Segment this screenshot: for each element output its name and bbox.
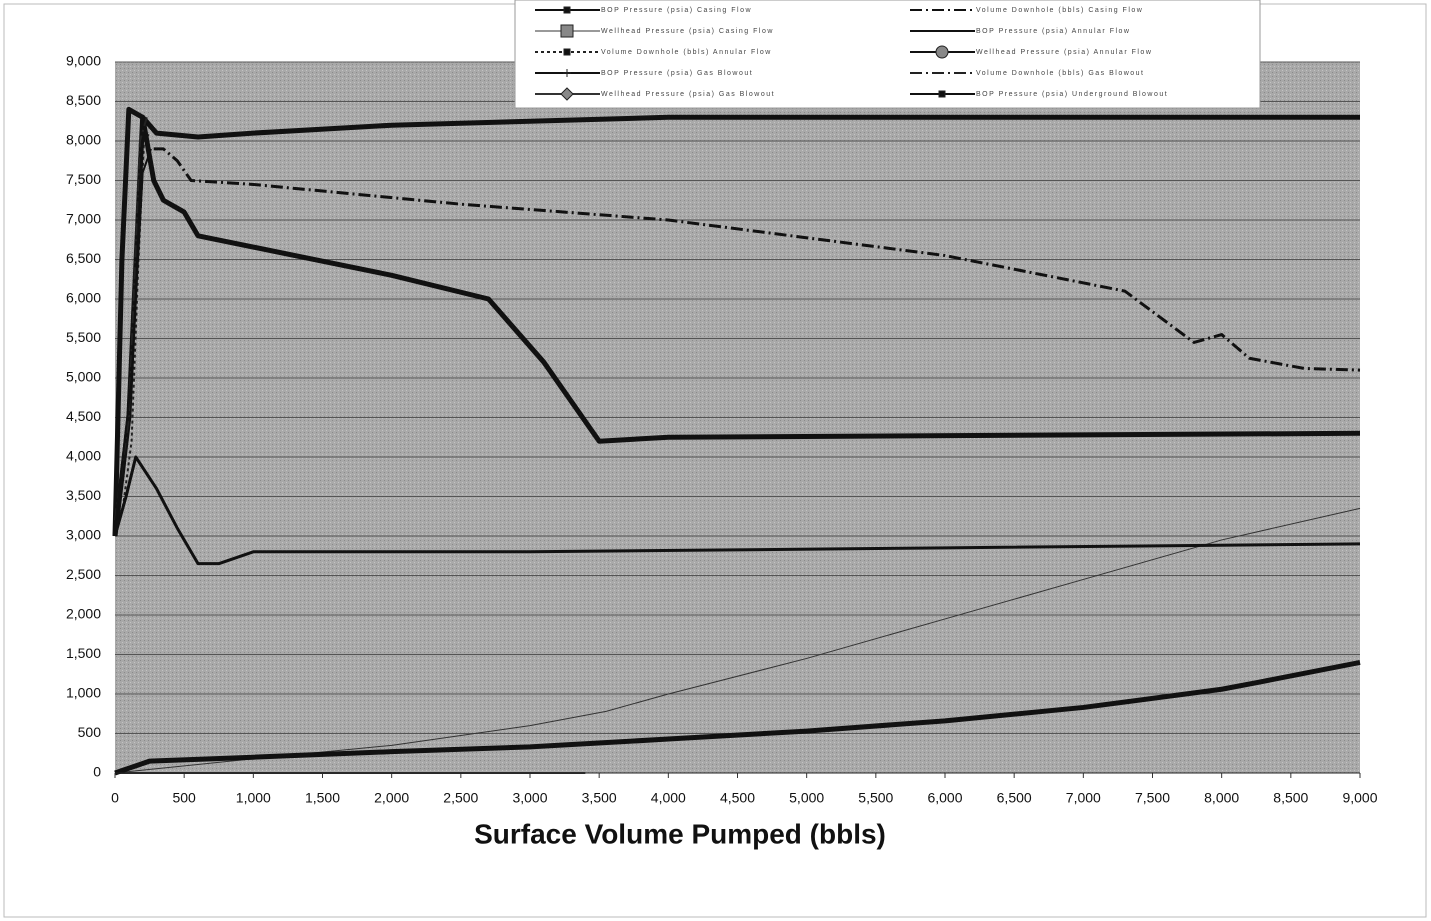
- y-tick-label: 5,500: [66, 329, 101, 345]
- legend: [514, 0, 1261, 109]
- y-tick-label: 5,000: [66, 369, 101, 385]
- marker: [560, 87, 574, 101]
- legend-label: Wellhead Pressure (psia) Gas Blowout: [601, 91, 775, 98]
- series-line: [113, 455, 1361, 566]
- x-tick-label: 6,000: [927, 790, 962, 806]
- y-tick-label: 7,500: [66, 171, 101, 187]
- series-line: [112, 114, 1361, 537]
- y-tick-label: 4,500: [66, 408, 101, 424]
- marker: [563, 6, 571, 14]
- y-tick-label: 7,000: [66, 211, 101, 227]
- x-tick-label: 6,500: [997, 790, 1032, 806]
- x-tick-label: 500: [172, 790, 196, 806]
- x-tick-label: 4,500: [720, 790, 755, 806]
- legend-label: Volume Downhole (bbls) Casing Flow: [976, 7, 1143, 14]
- x-tick-label: 0: [111, 790, 119, 806]
- marker: [563, 48, 571, 56]
- y-tick-label: 1,000: [66, 685, 101, 701]
- marker: [935, 45, 949, 59]
- legend-label: Wellhead Pressure (psia) Annular Flow: [976, 49, 1152, 56]
- y-tick-label: 6,500: [66, 250, 101, 266]
- y-tick-label: 2,000: [66, 606, 101, 622]
- x-tick-label: 5,000: [789, 790, 824, 806]
- legend-label: Volume Downhole (bbls) Annular Flow: [601, 49, 772, 56]
- y-tick-label: 9,000: [66, 53, 101, 69]
- legend-label: Wellhead Pressure (psia) Casing Flow: [601, 28, 774, 35]
- x-tick-label: 5,500: [858, 790, 893, 806]
- y-tick-label: 4,000: [66, 448, 101, 464]
- legend-label: Volume Downhole (bbls) Gas Blowout: [976, 70, 1145, 77]
- series-line: [112, 106, 1360, 537]
- legend-label: BOP Pressure (psia) Underground Blowout: [976, 91, 1168, 98]
- y-tick-label: 3,000: [66, 527, 101, 543]
- series-line: [114, 148, 152, 529]
- x-tick-label: 7,500: [1135, 790, 1170, 806]
- y-tick-label: 1,500: [66, 645, 101, 661]
- x-tick-label: 1,500: [305, 790, 340, 806]
- x-tick-label: 2,000: [374, 790, 409, 806]
- x-tick-label: 8,000: [1204, 790, 1239, 806]
- x-tick-label: 3,500: [582, 790, 617, 806]
- y-tick-label: 500: [78, 724, 102, 740]
- x-tick-label: 1,000: [236, 790, 271, 806]
- series-line: [114, 507, 1361, 774]
- x-tick-label: 8,500: [1273, 790, 1308, 806]
- y-tick-label: 8,500: [66, 92, 101, 108]
- legend-label: BOP Pressure (psia) Casing Flow: [601, 7, 752, 14]
- series-line: [114, 659, 1361, 776]
- y-tick-label: 6,000: [66, 290, 101, 306]
- x-tick-label: 4,000: [651, 790, 686, 806]
- legend-label: BOP Pressure (psia) Gas Blowout: [601, 70, 753, 77]
- x-tick-label: 9,000: [1342, 790, 1377, 806]
- x-tick-label: 3,000: [512, 790, 547, 806]
- marker: [938, 90, 946, 98]
- x-tick-label: 7,000: [1066, 790, 1101, 806]
- y-tick-label: 3,500: [66, 487, 101, 503]
- series-line: [153, 147, 1361, 372]
- y-tick-label: 2,500: [66, 566, 101, 582]
- marker: [563, 69, 571, 77]
- legend-label: BOP Pressure (psia) Annular Flow: [976, 28, 1130, 35]
- marker: [560, 24, 574, 38]
- y-tick-label: 0: [93, 764, 101, 780]
- x-tick-label: 2,500: [443, 790, 478, 806]
- x-axis-title: Surface Volume Pumped (bbls): [474, 818, 886, 849]
- y-tick-label: 8,000: [66, 132, 101, 148]
